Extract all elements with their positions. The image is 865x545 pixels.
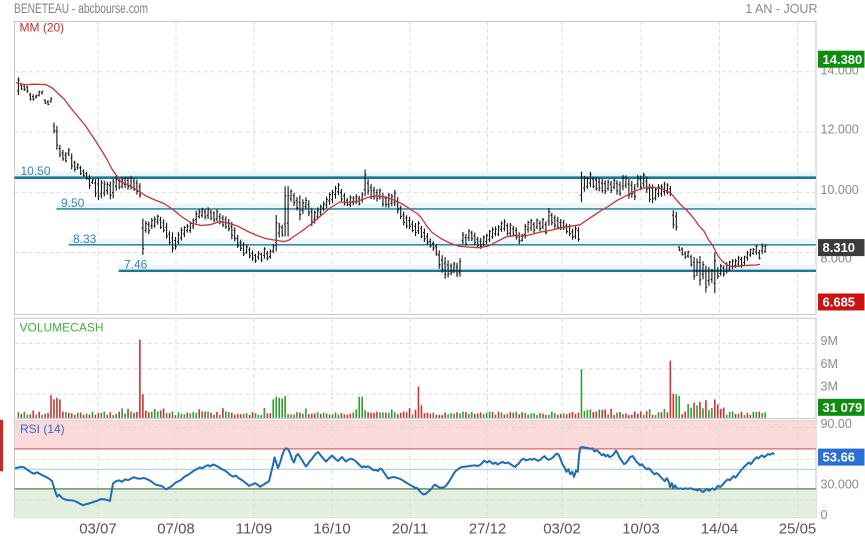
svg-text:7.46: 7.46 xyxy=(124,257,148,271)
svg-text:6M: 6M xyxy=(821,357,838,371)
svg-text:25/05: 25/05 xyxy=(779,521,817,538)
svg-text:BENETEAU - abcbourse.com: BENETEAU - abcbourse.com xyxy=(14,1,148,16)
svg-text:RSI (14): RSI (14) xyxy=(20,422,65,436)
svg-text:12.000: 12.000 xyxy=(821,122,859,136)
svg-text:90.00: 90.00 xyxy=(821,417,852,431)
svg-text:14/04: 14/04 xyxy=(701,521,739,538)
svg-text:30.000: 30.000 xyxy=(821,478,859,492)
svg-text:53.66: 53.66 xyxy=(823,450,856,465)
svg-text:8.33: 8.33 xyxy=(73,232,97,246)
svg-text:03/07: 03/07 xyxy=(79,521,117,538)
svg-text:03/02: 03/02 xyxy=(543,521,581,538)
svg-text:9.50: 9.50 xyxy=(61,196,85,210)
svg-text:3M: 3M xyxy=(821,380,838,394)
svg-text:10.50: 10.50 xyxy=(21,164,51,178)
svg-text:14.380: 14.380 xyxy=(823,52,863,67)
svg-text:MM (20): MM (20) xyxy=(20,21,65,35)
svg-text:6.685: 6.685 xyxy=(823,295,856,310)
svg-text:20/11: 20/11 xyxy=(392,521,428,538)
svg-text:16/10: 16/10 xyxy=(313,521,351,538)
svg-text:31 079: 31 079 xyxy=(823,400,863,415)
svg-text:10.000: 10.000 xyxy=(821,183,859,197)
svg-text:VOLUMECASH: VOLUMECASH xyxy=(20,321,104,335)
svg-text:11/09: 11/09 xyxy=(236,521,272,538)
svg-text:1 AN - JOUR: 1 AN - JOUR xyxy=(745,2,817,16)
svg-text:8.310: 8.310 xyxy=(823,240,856,255)
svg-text:9M: 9M xyxy=(821,334,838,348)
svg-text:07/08: 07/08 xyxy=(157,521,195,538)
svg-text:27/12: 27/12 xyxy=(469,521,507,538)
svg-text:10/03: 10/03 xyxy=(622,521,660,538)
svg-text:0: 0 xyxy=(821,508,828,522)
